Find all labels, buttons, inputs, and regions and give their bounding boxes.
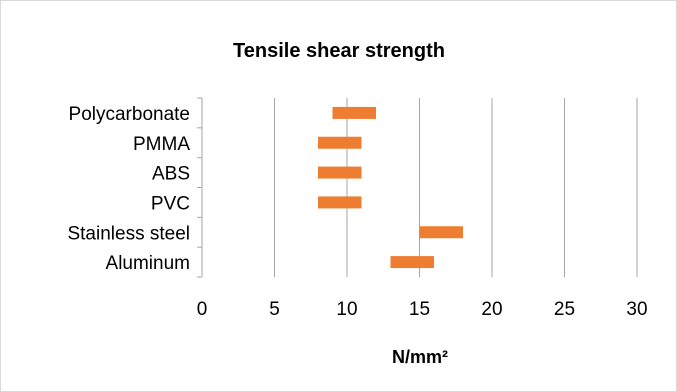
bar [318, 167, 362, 179]
bar [420, 226, 464, 238]
x-tick-label: 20 [481, 299, 502, 320]
y-tick-label: Polycarbonate [69, 104, 190, 125]
x-tick-label: 15 [409, 299, 430, 320]
x-tick-label: 25 [554, 299, 575, 320]
bar [318, 137, 362, 149]
y-tick-label: ABS [152, 164, 190, 185]
x-tick-label: 0 [197, 299, 208, 320]
y-tick-label: Stainless steel [67, 223, 190, 244]
y-tick-label: PMMA [133, 134, 190, 155]
y-tick-label: Aluminum [106, 253, 190, 274]
y-tick-label: PVC [151, 193, 190, 214]
x-tick-label: 10 [336, 299, 357, 320]
bar [318, 196, 362, 208]
bar [391, 256, 435, 268]
x-tick-label: 5 [269, 299, 280, 320]
bar [333, 107, 377, 119]
x-axis-title: N/mm² [392, 347, 448, 367]
x-tick-label: 30 [626, 299, 647, 320]
chart-title: Tensile shear strength [233, 40, 445, 62]
